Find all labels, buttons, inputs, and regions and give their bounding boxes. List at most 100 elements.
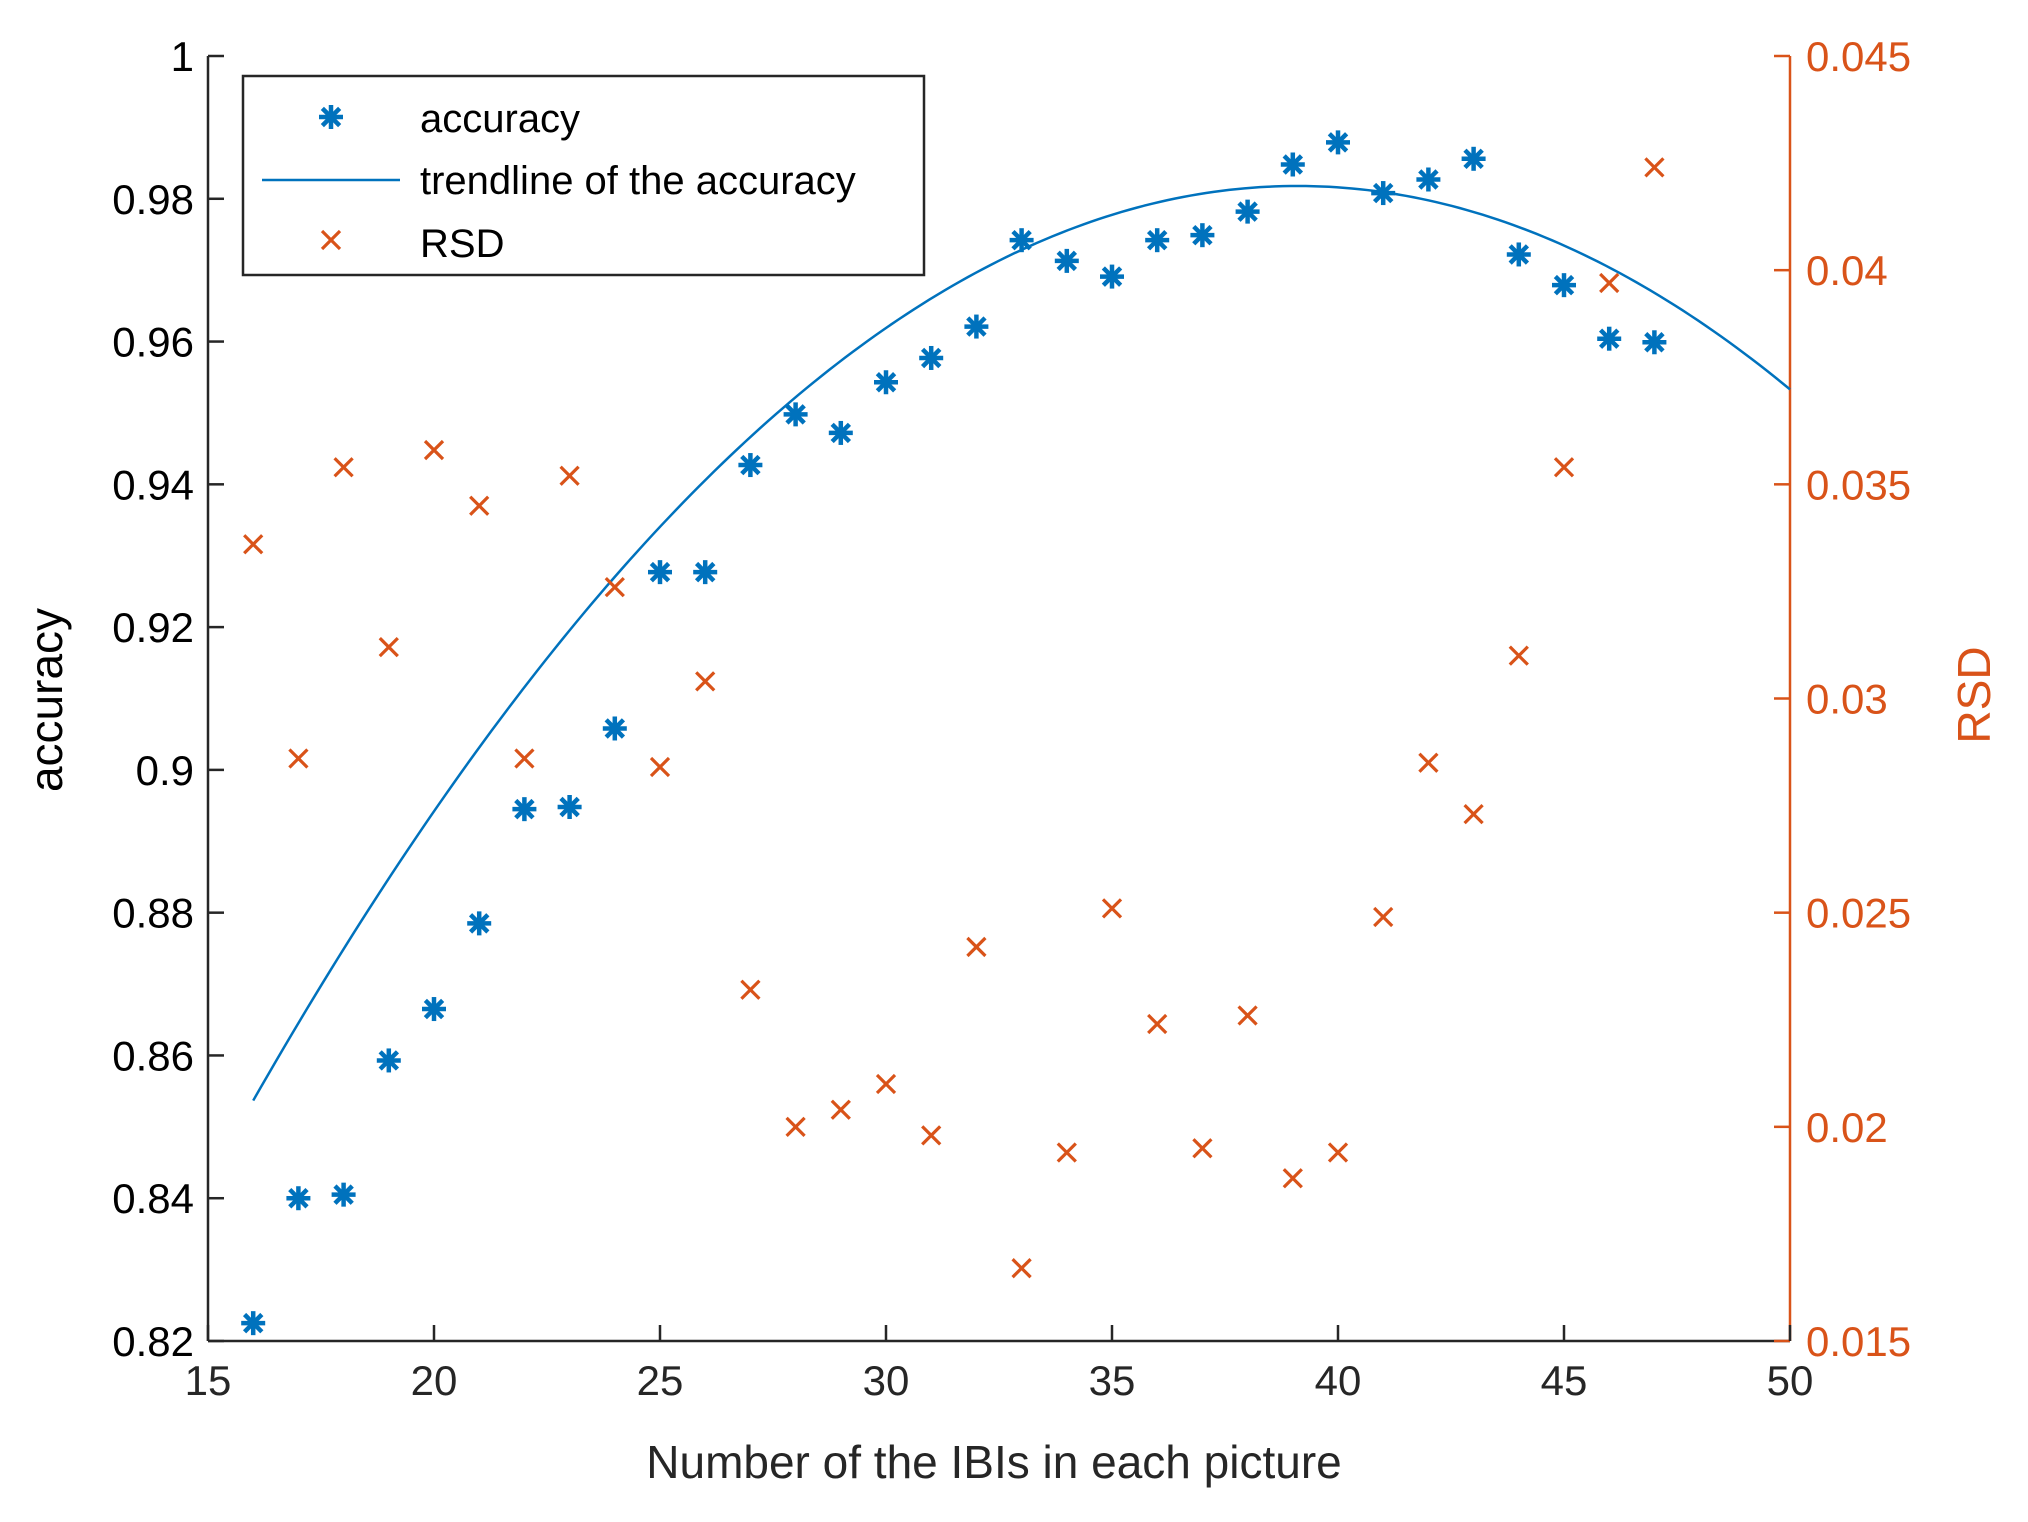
right-tick-label: 0.025 [1806, 890, 1911, 937]
accuracy-point [1009, 228, 1034, 253]
accuracy-point [828, 420, 853, 445]
rsd-point [740, 979, 761, 1000]
legend: accuracy trendline of the accuracy RSD [241, 74, 926, 277]
left-tick-label: 1 [171, 33, 194, 80]
accuracy-point [1506, 242, 1531, 267]
accuracy-point [1597, 326, 1622, 351]
rsd-point [921, 1125, 942, 1146]
right-tick-label: 0.015 [1806, 1318, 1911, 1365]
rsd-point [1282, 1168, 1303, 1189]
legend-accuracy-label: accuracy [420, 97, 580, 141]
rsd-point [1147, 1013, 1168, 1035]
y-axis-label: accuracy [20, 608, 72, 792]
rsd-point [1508, 645, 1529, 666]
legend-cross [320, 229, 342, 251]
rsd-point [1237, 1005, 1258, 1026]
left-tick-label: 0.96 [112, 319, 194, 366]
rsd-point [243, 534, 264, 555]
left-tick-label: 0.94 [112, 461, 194, 508]
right-tick-label: 0.02 [1806, 1104, 1888, 1151]
accuracy-point [1100, 264, 1124, 289]
left-axis-ticks: 0.82 0.84 0.86 0.88 0.9 0.92 0.94 0.96 0.98 1 [112, 33, 224, 1365]
accuracy-point [331, 1182, 356, 1207]
accuracy-point [1642, 330, 1667, 355]
left-tick-label: 0.82 [112, 1318, 194, 1365]
trendline-series [252, 184, 1791, 1102]
accuracy-point [241, 1311, 266, 1336]
rsd-series [243, 157, 1665, 1279]
rsd-point [1599, 272, 1620, 294]
left-tick-label: 0.9 [136, 747, 194, 794]
accuracy-point [602, 716, 627, 741]
x-axis-ticks: 15 20 25 30 35 40 45 50 [185, 1325, 1814, 1404]
x-tick-label: 35 [1089, 1357, 1136, 1404]
x-tick-label: 30 [863, 1357, 910, 1404]
accuracy-point [919, 345, 944, 370]
rsd-point [604, 577, 625, 598]
legend-rsd-label: RSD [420, 222, 504, 266]
left-tick-label: 0.84 [112, 1175, 194, 1222]
legend-box [241, 74, 926, 277]
rsd-point [1373, 906, 1394, 928]
accuracy-point [286, 1186, 311, 1211]
legend-rsd-marker [320, 229, 342, 251]
accuracy-point [1371, 181, 1396, 206]
legend-accuracy-marker [319, 105, 343, 129]
accuracy-point [1416, 167, 1441, 192]
right-tick-label: 0.035 [1806, 461, 1911, 508]
right-tick-label: 0.045 [1806, 33, 1911, 80]
rsd-point [1553, 457, 1575, 478]
x-axis-label: Number of the IBIs in each picture [646, 1436, 1341, 1488]
rsd-point [514, 748, 535, 769]
accuracy-point [1145, 228, 1170, 253]
x-tick-label: 50 [1767, 1357, 1814, 1404]
rsd-point [1418, 752, 1439, 773]
left-tick-label: 0.98 [112, 176, 194, 223]
accuracy-point [376, 1048, 401, 1073]
rsd-point [333, 457, 354, 478]
x-tick-label: 15 [185, 1357, 232, 1404]
accuracy-point [1280, 152, 1305, 177]
x-tick-label: 45 [1541, 1357, 1588, 1404]
y2-axis-label: RSD [1948, 646, 2000, 743]
left-tick-label: 0.92 [112, 604, 194, 651]
trendline-path [252, 184, 1791, 1102]
accuracy-point [648, 560, 672, 585]
rsd-point [875, 1073, 897, 1095]
accuracy-point [422, 997, 446, 1022]
rsd-point [1463, 804, 1484, 825]
right-axis-ticks: 0.015 0.02 0.025 0.03 0.035 0.04 0.045 [1774, 33, 1911, 1365]
rsd-point [378, 636, 399, 658]
rsd-point [1011, 1258, 1032, 1279]
accuracy-point [467, 911, 492, 936]
accuracy-point [783, 402, 808, 427]
accuracy-point [1235, 199, 1260, 224]
rsd-point [830, 1099, 851, 1120]
right-tick-label: 0.03 [1806, 676, 1888, 723]
accuracy-point [1190, 223, 1215, 248]
rsd-point [1644, 157, 1665, 178]
x-tick-label: 40 [1315, 1357, 1362, 1404]
rsd-point [785, 1116, 806, 1137]
rsd-point [649, 756, 671, 778]
x-tick-label: 20 [411, 1357, 458, 1404]
legend-asterisk [319, 105, 343, 129]
accuracy-point [1552, 273, 1576, 298]
accuracy-point [512, 797, 537, 822]
left-tick-label: 0.86 [112, 1032, 194, 1079]
rsd-point [288, 748, 309, 769]
rsd-point [966, 936, 987, 958]
accuracy-point [1326, 130, 1350, 155]
accuracy-point [1461, 146, 1486, 171]
accuracy-point [964, 314, 989, 339]
accuracy-point [1054, 248, 1079, 273]
rsd-point [469, 495, 490, 516]
x-tick-label: 25 [637, 1357, 684, 1404]
rsd-point [423, 439, 445, 461]
legend-trendline-label: trendline of the accuracy [420, 159, 856, 203]
left-tick-label: 0.88 [112, 890, 194, 937]
accuracy-point [693, 560, 718, 585]
rsd-point [1192, 1138, 1213, 1159]
rsd-point [1327, 1142, 1349, 1163]
